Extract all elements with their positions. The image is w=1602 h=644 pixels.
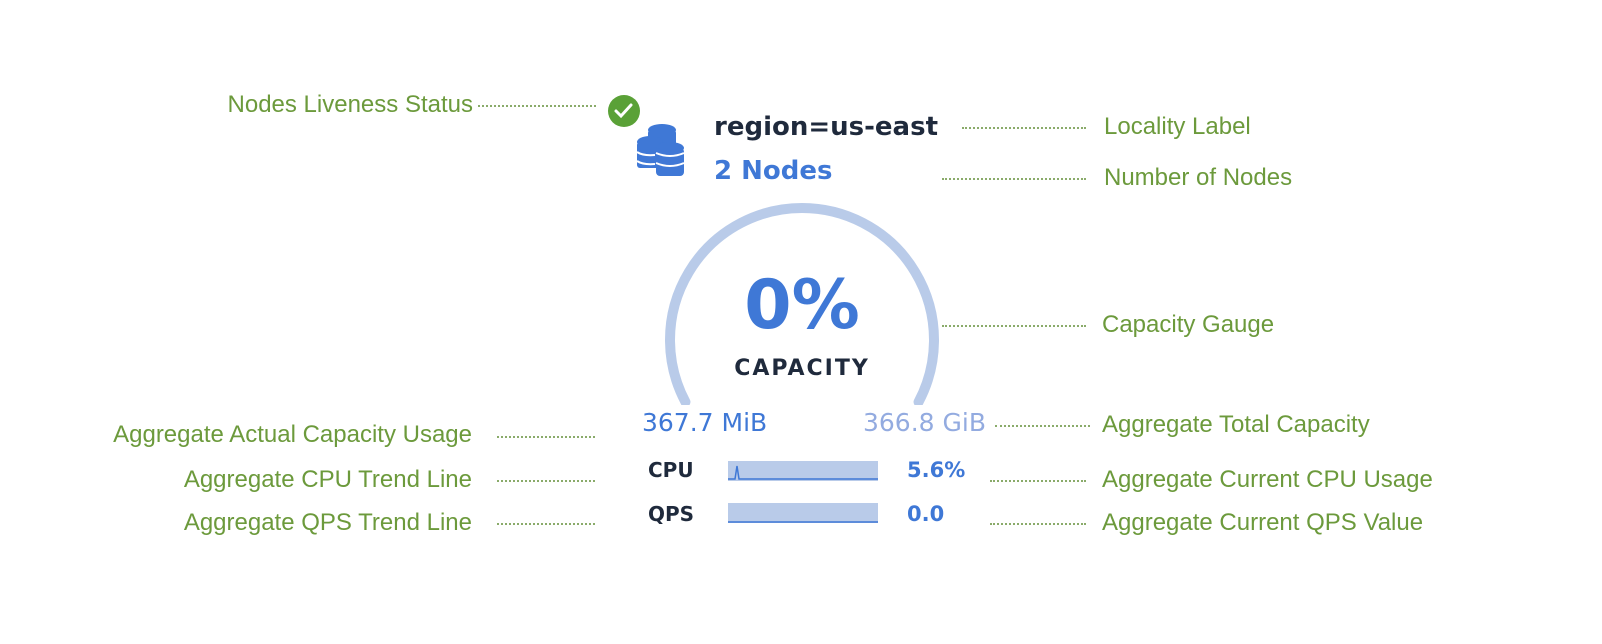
capacity-label: CAPACITY [734,356,870,381]
annotation-actual-usage: Aggregate Actual Capacity Usage [113,421,472,448]
annotation-qps-current: Aggregate Current QPS Value [1102,509,1424,536]
locality-label: region=us-east [714,112,938,142]
annotation-cpu-current: Aggregate Current CPU Usage [1102,466,1433,493]
gauge-track [665,203,939,405]
check-circle-icon [608,95,640,127]
leader-line [990,480,1086,482]
leader-line [962,127,1086,129]
annotation-locality: Locality Label [1104,113,1251,140]
annotation-gauge: Capacity Gauge [1102,311,1275,338]
annotation-liveness: Nodes Liveness Status [227,91,473,118]
qps-label: QPS [648,502,695,526]
node-count[interactable]: 2 Nodes [714,156,833,186]
leader-line [995,425,1090,427]
leader-line [497,436,595,438]
cpu-value: 5.6% [907,458,966,482]
annotation-total-capacity: Aggregate Total Capacity [1102,411,1370,438]
capacity-percent: 0% [744,266,860,345]
qps-trend-line [728,503,878,523]
leader-line [942,178,1086,180]
leader-line [478,105,596,107]
annotation-qps-trend: Aggregate QPS Trend Line [183,509,472,536]
leader-line [497,480,595,482]
capacity-gauge [665,203,939,405]
leader-line [990,523,1086,525]
leader-line [497,523,595,525]
annotation-cpu-trend: Aggregate CPU Trend Line [183,466,472,493]
leader-line [942,325,1086,327]
database-icon [636,124,685,176]
qps-value: 0.0 [907,502,945,526]
annotation-node-count: Number of Nodes [1104,164,1293,191]
cpu-trend-line [728,461,878,481]
cpu-label: CPU [648,458,694,482]
used-capacity: 367.7 MiB [642,408,768,437]
total-capacity: 366.8 GiB [863,408,986,437]
